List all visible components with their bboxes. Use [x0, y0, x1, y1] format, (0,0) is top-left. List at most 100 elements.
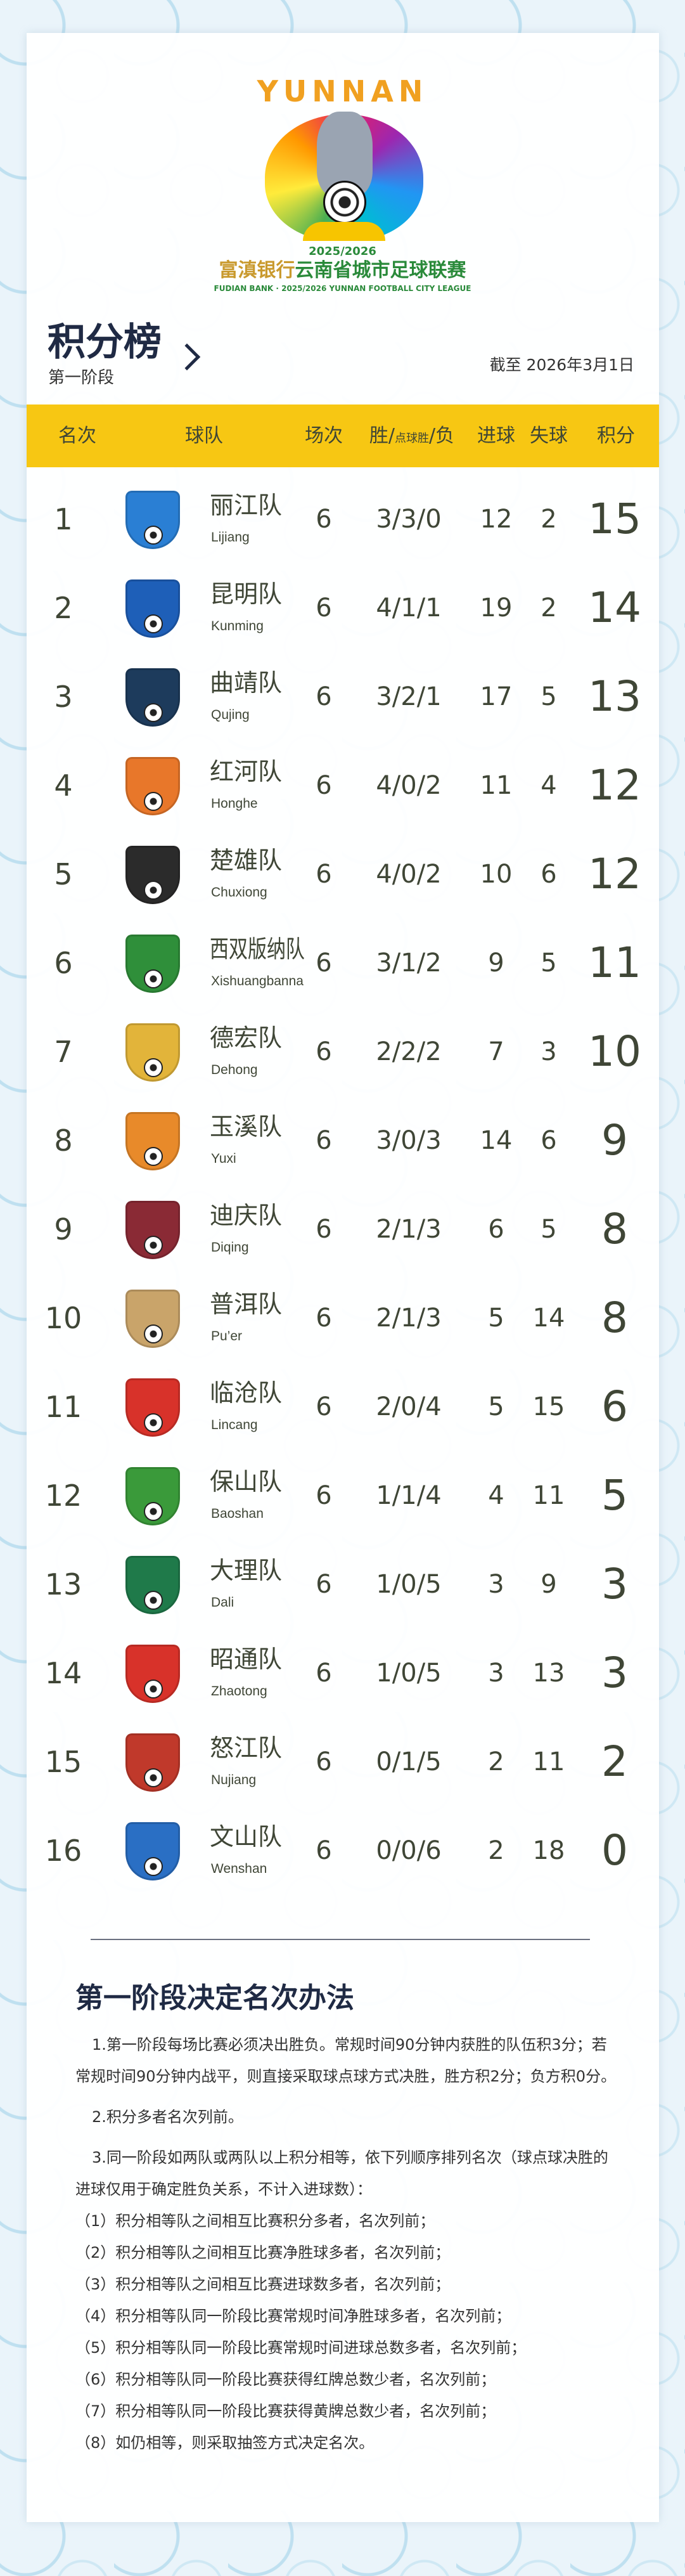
table-row[interactable]: 15 怒江队 Nujiang 6 0/1/5 2 11 2: [0, 1718, 685, 1806]
team-name[interactable]: 迪庆队: [210, 1201, 283, 1229]
team-pinyin: Qujing: [211, 708, 250, 722]
points: 9: [601, 1116, 628, 1165]
played: 6: [316, 771, 332, 800]
football-icon: [144, 1680, 163, 1699]
table-row[interactable]: 13 大理队 Dali 6 1/0/5 3 9 3: [0, 1540, 685, 1629]
win-penwin-loss: 2/1/3: [376, 1215, 442, 1244]
goals-for: 12: [480, 505, 513, 534]
rank: 16: [44, 1834, 82, 1868]
goals-against: 11: [532, 1481, 565, 1510]
played: 6: [316, 1392, 332, 1421]
sun-graphic: [303, 222, 385, 241]
table-row[interactable]: 10 普洱队 Pu’er 6 2/1/3 5 14 8: [0, 1274, 685, 1362]
team-name[interactable]: 红河队: [210, 758, 283, 786]
rank: 7: [54, 1035, 73, 1069]
team-name[interactable]: 保山队: [210, 1468, 283, 1496]
points: 2: [601, 1737, 628, 1786]
rules-item: （2）积分相等队之间相互比赛净胜球多者，名次列前；: [75, 2244, 451, 2262]
football-icon: [144, 1768, 163, 1787]
table-row[interactable]: 9 迪庆队 Diqing 6 2/1/3 6 5 8: [0, 1185, 685, 1274]
logo-league-name: 富滇银行云南省城市足球联赛: [0, 259, 685, 282]
win-penwin-loss: 3/1/2: [376, 948, 442, 978]
team-name[interactable]: 昭通队: [210, 1645, 283, 1673]
points: 12: [588, 761, 641, 810]
football-icon: [144, 526, 163, 545]
divider: [91, 1939, 590, 1940]
team-name[interactable]: 普洱队: [210, 1290, 283, 1318]
table-row[interactable]: 5 楚雄队 Chuxiong 6 4/0/2 10 6 12: [0, 830, 685, 919]
team-crest-icon: [125, 668, 180, 727]
goals-for: 5: [488, 1304, 504, 1333]
team-name[interactable]: 曲靖队: [210, 669, 283, 697]
team-pinyin: Diqing: [211, 1240, 249, 1255]
played: 6: [316, 1215, 332, 1244]
team-crest-icon: [125, 1112, 180, 1170]
rank: 9: [54, 1212, 73, 1246]
table-row[interactable]: 1 丽江队 Lijiang 6 3/3/0 12 2 15: [0, 475, 685, 564]
team-pinyin: Kunming: [211, 619, 264, 633]
goals-against: 5: [541, 1215, 557, 1244]
team-pinyin: Wenshan: [211, 1861, 267, 1876]
goals-against: 11: [532, 1747, 565, 1777]
table-row[interactable]: 14 昭通队 Zhaotong 6 1/0/5 3 13 3: [0, 1629, 685, 1718]
table-row[interactable]: 4 红河队 Honghe 6 4/0/2 11 4 12: [0, 741, 685, 830]
rank: 13: [44, 1567, 82, 1602]
win-penwin-loss: 0/1/5: [376, 1747, 442, 1777]
team-name[interactable]: 玉溪队: [210, 1113, 283, 1141]
football-icon: [144, 614, 163, 633]
team-name[interactable]: 楚雄队: [210, 846, 283, 874]
goals-for: 3: [488, 1570, 504, 1599]
points: 3: [601, 1648, 628, 1697]
football-icon: [144, 1502, 163, 1521]
team-name[interactable]: 怒江队: [210, 1734, 283, 1762]
win-penwin-loss: 4/1/1: [376, 593, 442, 623]
points: 11: [588, 938, 641, 987]
table-row[interactable]: 12 保山队 Baoshan 6 1/1/4 4 11 5: [0, 1451, 685, 1540]
team-crest-icon: [125, 1822, 180, 1880]
goals-against: 5: [541, 948, 557, 978]
team-name[interactable]: 丽江队: [210, 491, 283, 519]
win-penwin-loss: 2/1/3: [376, 1304, 442, 1333]
team-pinyin: Pu’er: [211, 1329, 243, 1343]
football-icon: [144, 703, 163, 722]
points: 10: [588, 1027, 641, 1076]
football-icon: [144, 1236, 163, 1255]
team-name[interactable]: 昆明队: [210, 580, 283, 608]
football-icon: [144, 1058, 163, 1077]
goals-against: 18: [532, 1836, 565, 1865]
played: 6: [316, 1659, 332, 1688]
goals-for: 14: [480, 1126, 513, 1155]
rules-item: （8）如仍相等，则采取抽签方式决定名次。: [75, 2434, 375, 2452]
as-of-date: 截至 2026年3月1日: [489, 356, 634, 374]
table-row[interactable]: 11 临沧队 Lincang 6 2/0/4 5 15 6: [0, 1362, 685, 1451]
team-crest-icon: [125, 1645, 180, 1703]
table-row[interactable]: 16 文山队 Wenshan 6 0/0/6 2 18 0: [0, 1806, 685, 1895]
table-row[interactable]: 2 昆明队 Kunming 6 4/1/1 19 2 14: [0, 564, 685, 652]
table-row[interactable]: 3 曲靖队 Qujing 6 3/2/1 17 5 13: [0, 652, 685, 741]
goals-against: 14: [532, 1304, 565, 1333]
goals-for: 7: [488, 1037, 504, 1066]
team-crest-icon: [125, 1201, 180, 1259]
points: 14: [588, 583, 641, 632]
football-icon: [323, 181, 366, 224]
team-pinyin: Nujiang: [211, 1773, 257, 1787]
team-name[interactable]: 大理队: [210, 1557, 283, 1584]
rules-item: （7）积分相等队同一阶段比赛获得黄牌总数少者，名次列前；: [75, 2402, 496, 2420]
points: 5: [601, 1471, 628, 1520]
table-row[interactable]: 7 德宏队 Dehong 6 2/2/2 7 3 10: [0, 1007, 685, 1096]
team-name[interactable]: 临沧队: [210, 1379, 283, 1407]
team-name[interactable]: 西双版纳队: [210, 935, 305, 963]
win-penwin-loss: 1/1/4: [376, 1481, 442, 1510]
team-pinyin: Honghe: [211, 796, 258, 811]
team-name[interactable]: 德宏队: [210, 1024, 283, 1052]
col-played: 场次: [305, 425, 343, 447]
col-ga: 失球: [530, 425, 568, 447]
logo-bank: 富滇银行: [219, 259, 295, 282]
rank: 12: [44, 1479, 82, 1513]
win-penwin-loss: 3/0/3: [376, 1126, 442, 1155]
team-pinyin: Xishuangbanna: [211, 974, 304, 988]
table-row[interactable]: 8 玉溪队 Yuxi 6 3/0/3 14 6 9: [0, 1096, 685, 1185]
team-name[interactable]: 文山队: [210, 1823, 283, 1851]
goals-for: 9: [488, 948, 504, 978]
table-row[interactable]: 6 西双版纳队 Xishuangbanna 6 3/1/2 9 5 11: [0, 919, 685, 1007]
